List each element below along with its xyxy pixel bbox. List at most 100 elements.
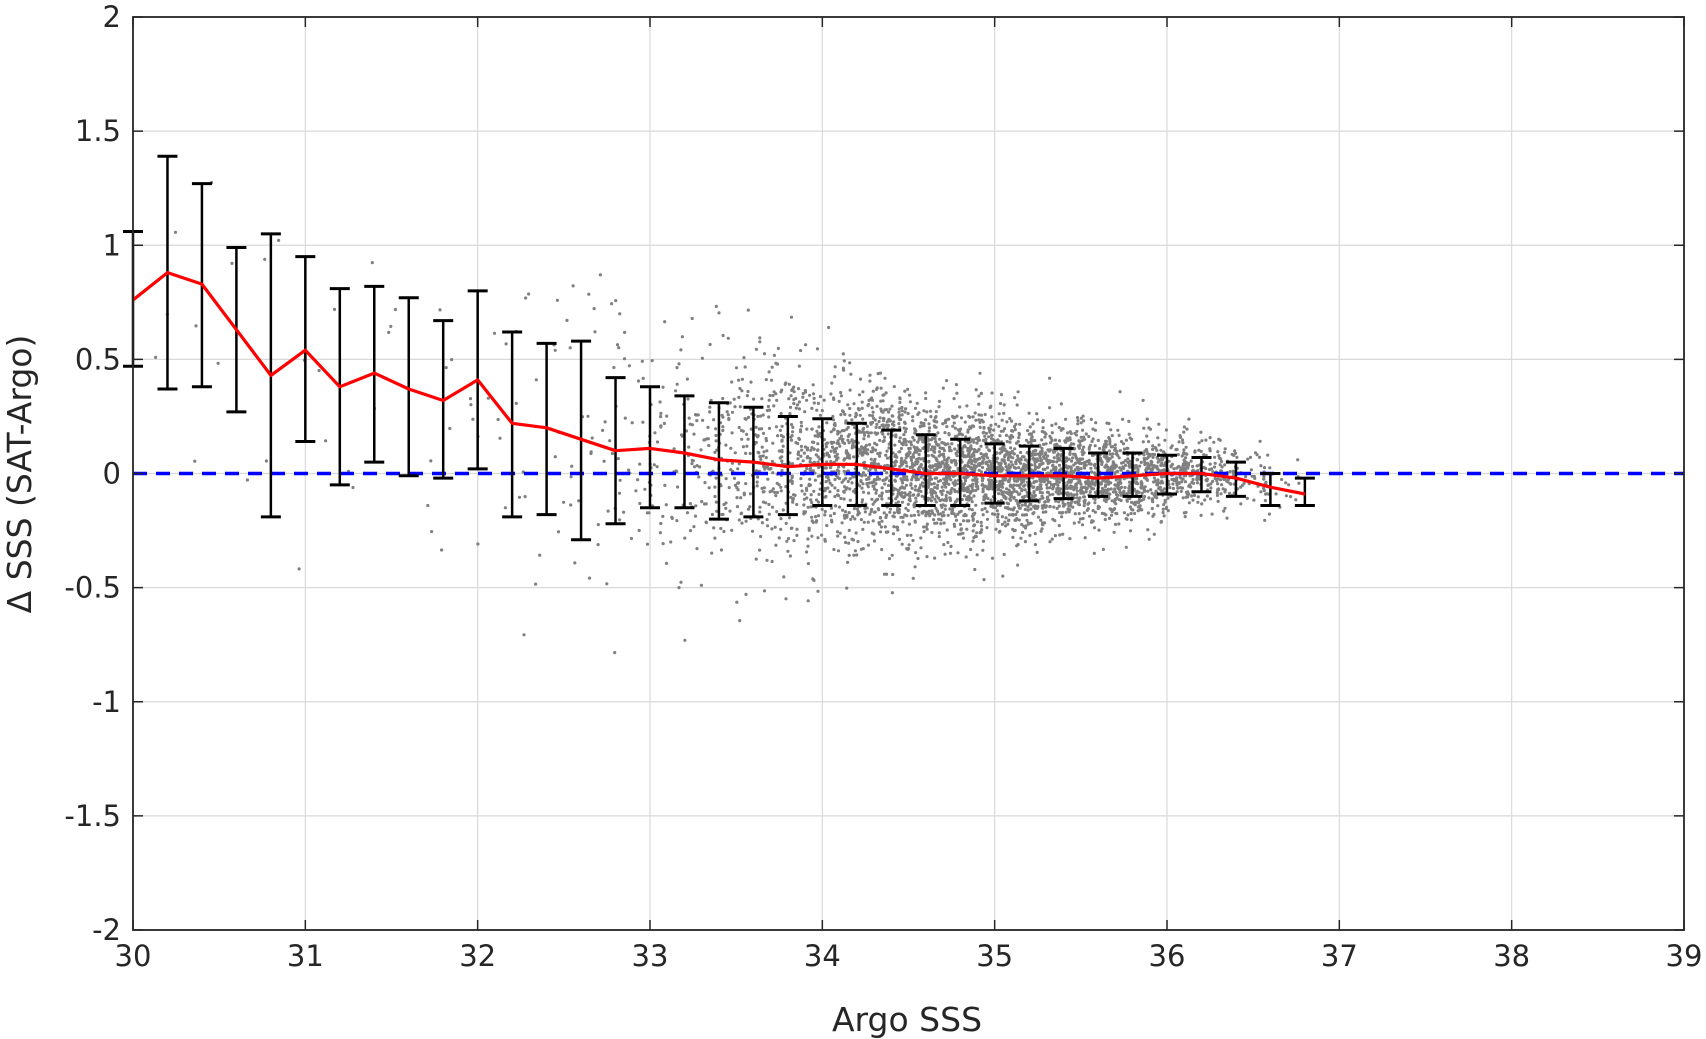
scatter-point [745,432,749,436]
scatter-point [653,431,657,435]
scatter-point [655,465,659,469]
scatter-point [921,446,925,450]
scatter-point [933,556,937,560]
scatter-point [702,502,707,506]
scatter-point [919,435,924,439]
scatter-point [713,485,717,489]
x-tick-label: 39 [1666,939,1703,973]
scatter-point [713,450,717,454]
scatter-point [1055,454,1059,458]
scatter-point [1179,489,1183,493]
scatter-point [805,488,809,492]
scatter-point [1244,475,1248,479]
scatter-point [1208,497,1213,501]
scatter-point [823,509,827,514]
scatter-point [966,441,970,445]
scatter-point [848,487,852,491]
errorbar [1053,446,1074,501]
scatter-point [1114,490,1118,494]
scatter-point [1163,438,1167,442]
scatter-point [784,597,788,601]
scatter-point [1148,427,1153,431]
scatter-point [917,452,921,457]
scatter-point [945,481,949,485]
y-tick-label: 1 [103,228,121,262]
scatter-point [890,422,895,426]
scatter-point [989,479,993,483]
scatter-point [740,437,744,441]
scatter-point [216,361,220,365]
scatter-point [1219,459,1224,464]
scatter-point [894,497,898,501]
scatter-point [1033,543,1037,547]
scatter-point [940,514,944,518]
scatter-point [836,489,840,493]
errorbar [1294,476,1315,507]
scatter-point [1087,462,1091,466]
scatter-point [722,502,726,507]
scatter-point [1155,448,1159,452]
scatter-point [755,435,760,439]
scatter-point [1216,477,1220,481]
scatter-point [862,447,866,451]
scatter-point [965,475,969,479]
scatter-point [796,441,800,446]
scatter-point [1211,479,1215,483]
scatter-point [760,427,764,431]
scatter-point [919,421,923,425]
scatter-point [1000,485,1005,489]
scatter-point [999,393,1004,397]
scatter-point [876,452,880,456]
scatter-point [1064,456,1068,460]
scatter-point [1039,518,1043,522]
scatter-point [833,454,837,458]
scatter-point [827,325,831,330]
scatter-point [732,476,737,480]
scatter-point [1085,508,1089,512]
scatter-point [871,502,875,506]
scatter-point [661,542,665,546]
scatter-point [1233,451,1238,455]
scatter-point [1013,528,1017,533]
scatter-point [947,417,951,421]
scatter-point [1134,481,1138,485]
scatter-point [836,439,840,443]
scatter-point [878,425,882,430]
scatter-point [804,343,808,347]
scatter-point [987,435,991,439]
scatter-point [897,439,902,443]
scatter-point [824,475,829,479]
scatter-point [1006,506,1010,510]
scatter-point [945,528,949,532]
scatter-point [324,439,328,443]
scatter-point [774,494,778,498]
scatter-point [741,429,745,433]
scatter-point [744,592,748,597]
scatter-point [754,557,758,561]
scatter-point [917,438,921,442]
errorbar [1260,472,1281,507]
scatter-point [1103,517,1107,522]
scatter-point [918,425,922,429]
scatter-point [1048,486,1052,490]
scatter-point [1184,463,1188,467]
scatter-point [736,467,740,471]
scatter-point [980,460,985,464]
scatter-point [1151,455,1155,459]
scatter-point [959,532,963,536]
scatter-point [917,492,921,497]
scatter-point [1043,500,1047,504]
scatter-point [963,420,967,424]
scatter-point [1104,439,1108,443]
scatter-point [1161,510,1165,515]
scatter-point [919,463,923,467]
scatter-point [1077,499,1081,503]
scatter-point [933,437,937,441]
scatter-point [966,446,970,450]
scatter-point [939,453,943,457]
scatter-point [884,515,888,520]
scatter-point [1108,442,1112,446]
scatter-point [1184,495,1188,499]
scatter-point [982,430,986,434]
scatter-point [1077,520,1081,524]
